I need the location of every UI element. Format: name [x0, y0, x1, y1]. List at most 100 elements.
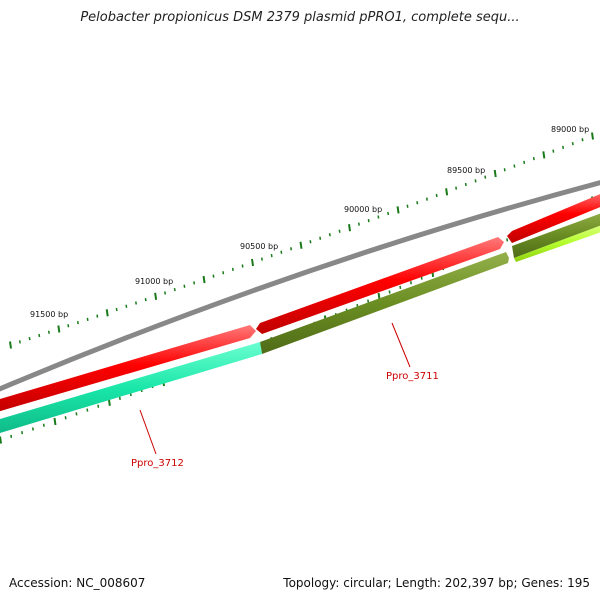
outer-minor-tick — [115, 307, 118, 312]
outer-minor-tick — [474, 179, 477, 183]
outer-major-tick — [299, 241, 303, 249]
outer-minor-tick — [135, 301, 138, 305]
outer-major-tick — [445, 188, 449, 196]
inner-minor-tick — [118, 396, 121, 401]
outer-minor-tick — [28, 337, 31, 341]
outer-minor-tick — [319, 236, 322, 240]
outer-minor-tick — [96, 314, 99, 318]
gene-label-3711: Ppro_3711 — [386, 371, 439, 382]
gene-label-3712: Ppro_3712 — [131, 458, 184, 469]
outer-minor-tick — [222, 271, 225, 275]
outer-minor-tick — [455, 186, 458, 190]
outer-minor-tick — [435, 193, 438, 198]
outer-minor-tick — [523, 160, 526, 164]
outer-minor-tick — [193, 281, 196, 285]
outer-minor-tick — [581, 138, 584, 142]
outer-minor-tick — [416, 201, 419, 205]
tick-label-89000: 89000 bp — [551, 125, 589, 134]
outer-minor-tick — [67, 324, 70, 328]
inner-minor-tick — [86, 408, 89, 412]
outer-minor-tick — [164, 291, 167, 295]
outer-minor-tick — [260, 257, 263, 261]
outer-major-tick — [542, 151, 546, 159]
outer-major-tick — [105, 309, 109, 317]
inner-minor-tick — [64, 416, 67, 420]
tick-label-90000: 90000 bp — [344, 205, 382, 214]
tick-label-89500: 89500 bp — [447, 166, 485, 175]
outer-minor-tick — [280, 250, 283, 254]
map-title: Pelobacter propionicus DSM 2379 plasmid … — [80, 10, 520, 25]
inner-major-tick — [0, 436, 2, 444]
outer-minor-tick — [562, 145, 565, 149]
outer-minor-tick — [367, 218, 370, 223]
outer-minor-tick — [357, 222, 360, 226]
inner-minor-tick — [31, 427, 34, 431]
backbone-track — [0, 180, 600, 392]
gene-arrow-3712 — [0, 342, 262, 433]
outer-minor-tick — [231, 267, 234, 271]
inner-major-tick — [53, 417, 57, 426]
outer-minor-tick — [532, 156, 535, 161]
outer-minor-tick — [241, 264, 244, 268]
outer-minor-tick — [425, 197, 428, 201]
outer-minor-tick — [47, 330, 50, 334]
inner-minor-tick — [75, 412, 78, 416]
inner-minor-tick — [506, 238, 509, 242]
reverse-genes — [0, 213, 600, 433]
outer-major-tick — [591, 132, 594, 140]
outer-minor-tick — [338, 229, 341, 233]
inner-minor-tick — [42, 423, 45, 427]
outer-major-tick — [57, 325, 61, 333]
outer-minor-tick — [270, 254, 273, 258]
callout-line-3712 — [139, 409, 157, 455]
outer-major-tick — [154, 292, 158, 300]
gene-arrow-red-left — [0, 325, 256, 412]
outer-minor-tick — [406, 204, 409, 208]
outer-minor-tick — [18, 340, 21, 344]
outer-minor-tick — [76, 320, 79, 325]
inner-minor-tick — [409, 281, 412, 285]
outer-minor-tick — [464, 182, 467, 187]
outer-minor-tick — [290, 247, 293, 251]
outer-minor-tick — [484, 175, 487, 179]
gene-arrow-3711 — [260, 252, 509, 354]
gene-arrow-neighbor — [512, 213, 600, 258]
inner-minor-tick — [97, 404, 100, 408]
forward-genes — [0, 194, 600, 412]
inner-minor-tick — [21, 431, 24, 435]
inner-minor-tick — [420, 276, 423, 280]
accession-text: Accession: NC_008607 — [9, 576, 146, 590]
outer-minor-tick — [513, 164, 516, 168]
outer-minor-tick — [86, 317, 89, 321]
tick-label-90500: 90500 bp — [240, 242, 278, 251]
outer-major-tick — [493, 169, 497, 178]
gene-arrow-neighbor-lime — [514, 225, 600, 262]
outer-minor-tick — [387, 211, 390, 216]
tick-label-91000: 91000 bp — [135, 277, 173, 286]
outer-minor-tick — [571, 141, 574, 146]
outer-minor-tick — [377, 215, 380, 219]
outer-minor-tick — [125, 304, 128, 308]
outer-minor-tick — [173, 288, 176, 292]
outer-minor-tick — [38, 333, 41, 338]
inner-minor-tick — [388, 290, 391, 294]
tick-label-91500: 91500 bp — [30, 310, 68, 319]
outer-major-tick — [396, 206, 400, 214]
outer-minor-tick — [212, 274, 215, 278]
inner-minor-tick — [10, 434, 13, 438]
inner-minor-tick — [367, 299, 370, 303]
outer-major-tick — [9, 341, 12, 349]
inner-minor-tick — [399, 285, 402, 289]
outer-minor-tick — [144, 298, 147, 302]
minor-ticks — [9, 132, 594, 349]
outer-major-tick — [251, 258, 255, 267]
outer-minor-tick — [328, 233, 331, 237]
outer-minor-tick — [183, 284, 186, 288]
topology-text: Topology: circular; Length: 202,397 bp; … — [283, 576, 590, 590]
outer-minor-tick — [552, 149, 555, 153]
gene-arrow-red-middle — [256, 237, 504, 334]
outer-minor-tick — [503, 168, 506, 172]
outer-major-tick — [348, 224, 352, 232]
gene-arrow-red-right — [507, 194, 600, 243]
